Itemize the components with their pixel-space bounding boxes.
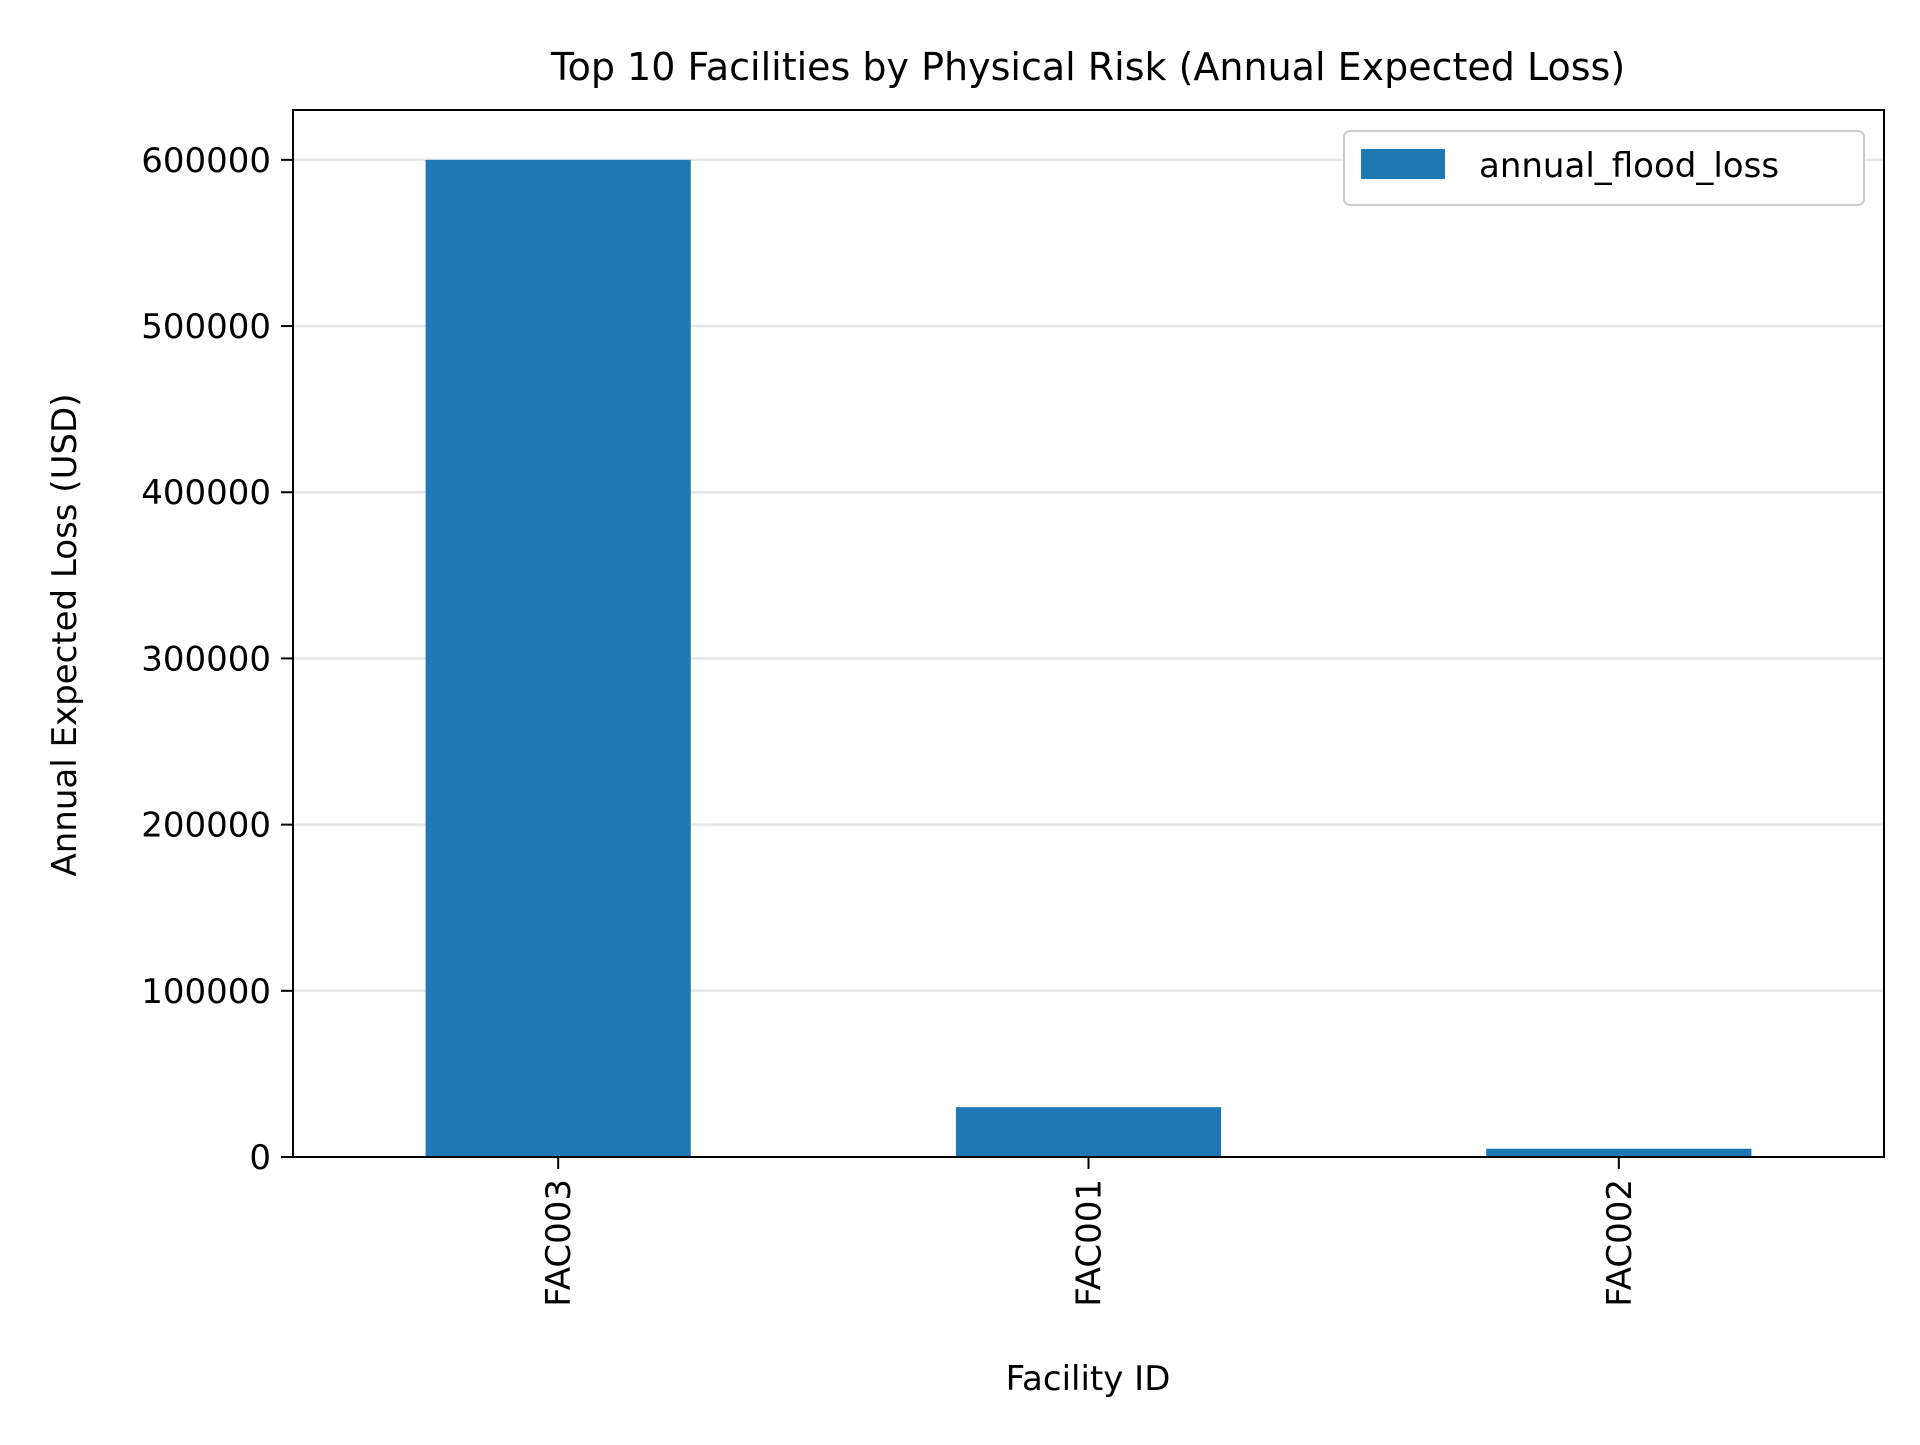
y-tick-label: 0 xyxy=(249,1138,271,1178)
legend: annual_flood_loss xyxy=(1343,130,1865,206)
x-tick-label: FAC003 xyxy=(539,1179,579,1307)
tick-labels: 0 100000 200000 300000 400000 500000 600000 FAC… xyxy=(141,141,1640,1307)
legend-swatch xyxy=(1361,149,1445,179)
bars xyxy=(425,159,1752,1157)
y-axis-label: Annual Expected Loss (USD) xyxy=(45,394,85,877)
x-tick-label: FAC002 xyxy=(1600,1179,1640,1307)
y-tick-label: 500000 xyxy=(141,307,271,347)
chart-title: Top 10 Facilities by Physical Risk (Annu… xyxy=(550,45,1625,89)
bar-fac002 xyxy=(1486,1148,1752,1157)
y-tick-label: 200000 xyxy=(141,806,271,846)
legend-label: annual_flood_loss xyxy=(1479,146,1779,186)
y-tick-label: 400000 xyxy=(141,473,271,513)
axes xyxy=(281,109,1885,1169)
y-tick-label: 600000 xyxy=(141,141,271,181)
x-axis-label: Facility ID xyxy=(1006,1359,1171,1399)
x-tick-label: FAC001 xyxy=(1070,1179,1110,1307)
plot-frame xyxy=(292,109,1885,1158)
y-tick-label: 100000 xyxy=(141,972,271,1012)
legend-box xyxy=(1343,130,1865,206)
bar-fac001 xyxy=(955,1107,1222,1157)
y-tick-label: 300000 xyxy=(141,639,271,679)
bar-fac003 xyxy=(425,159,691,1157)
